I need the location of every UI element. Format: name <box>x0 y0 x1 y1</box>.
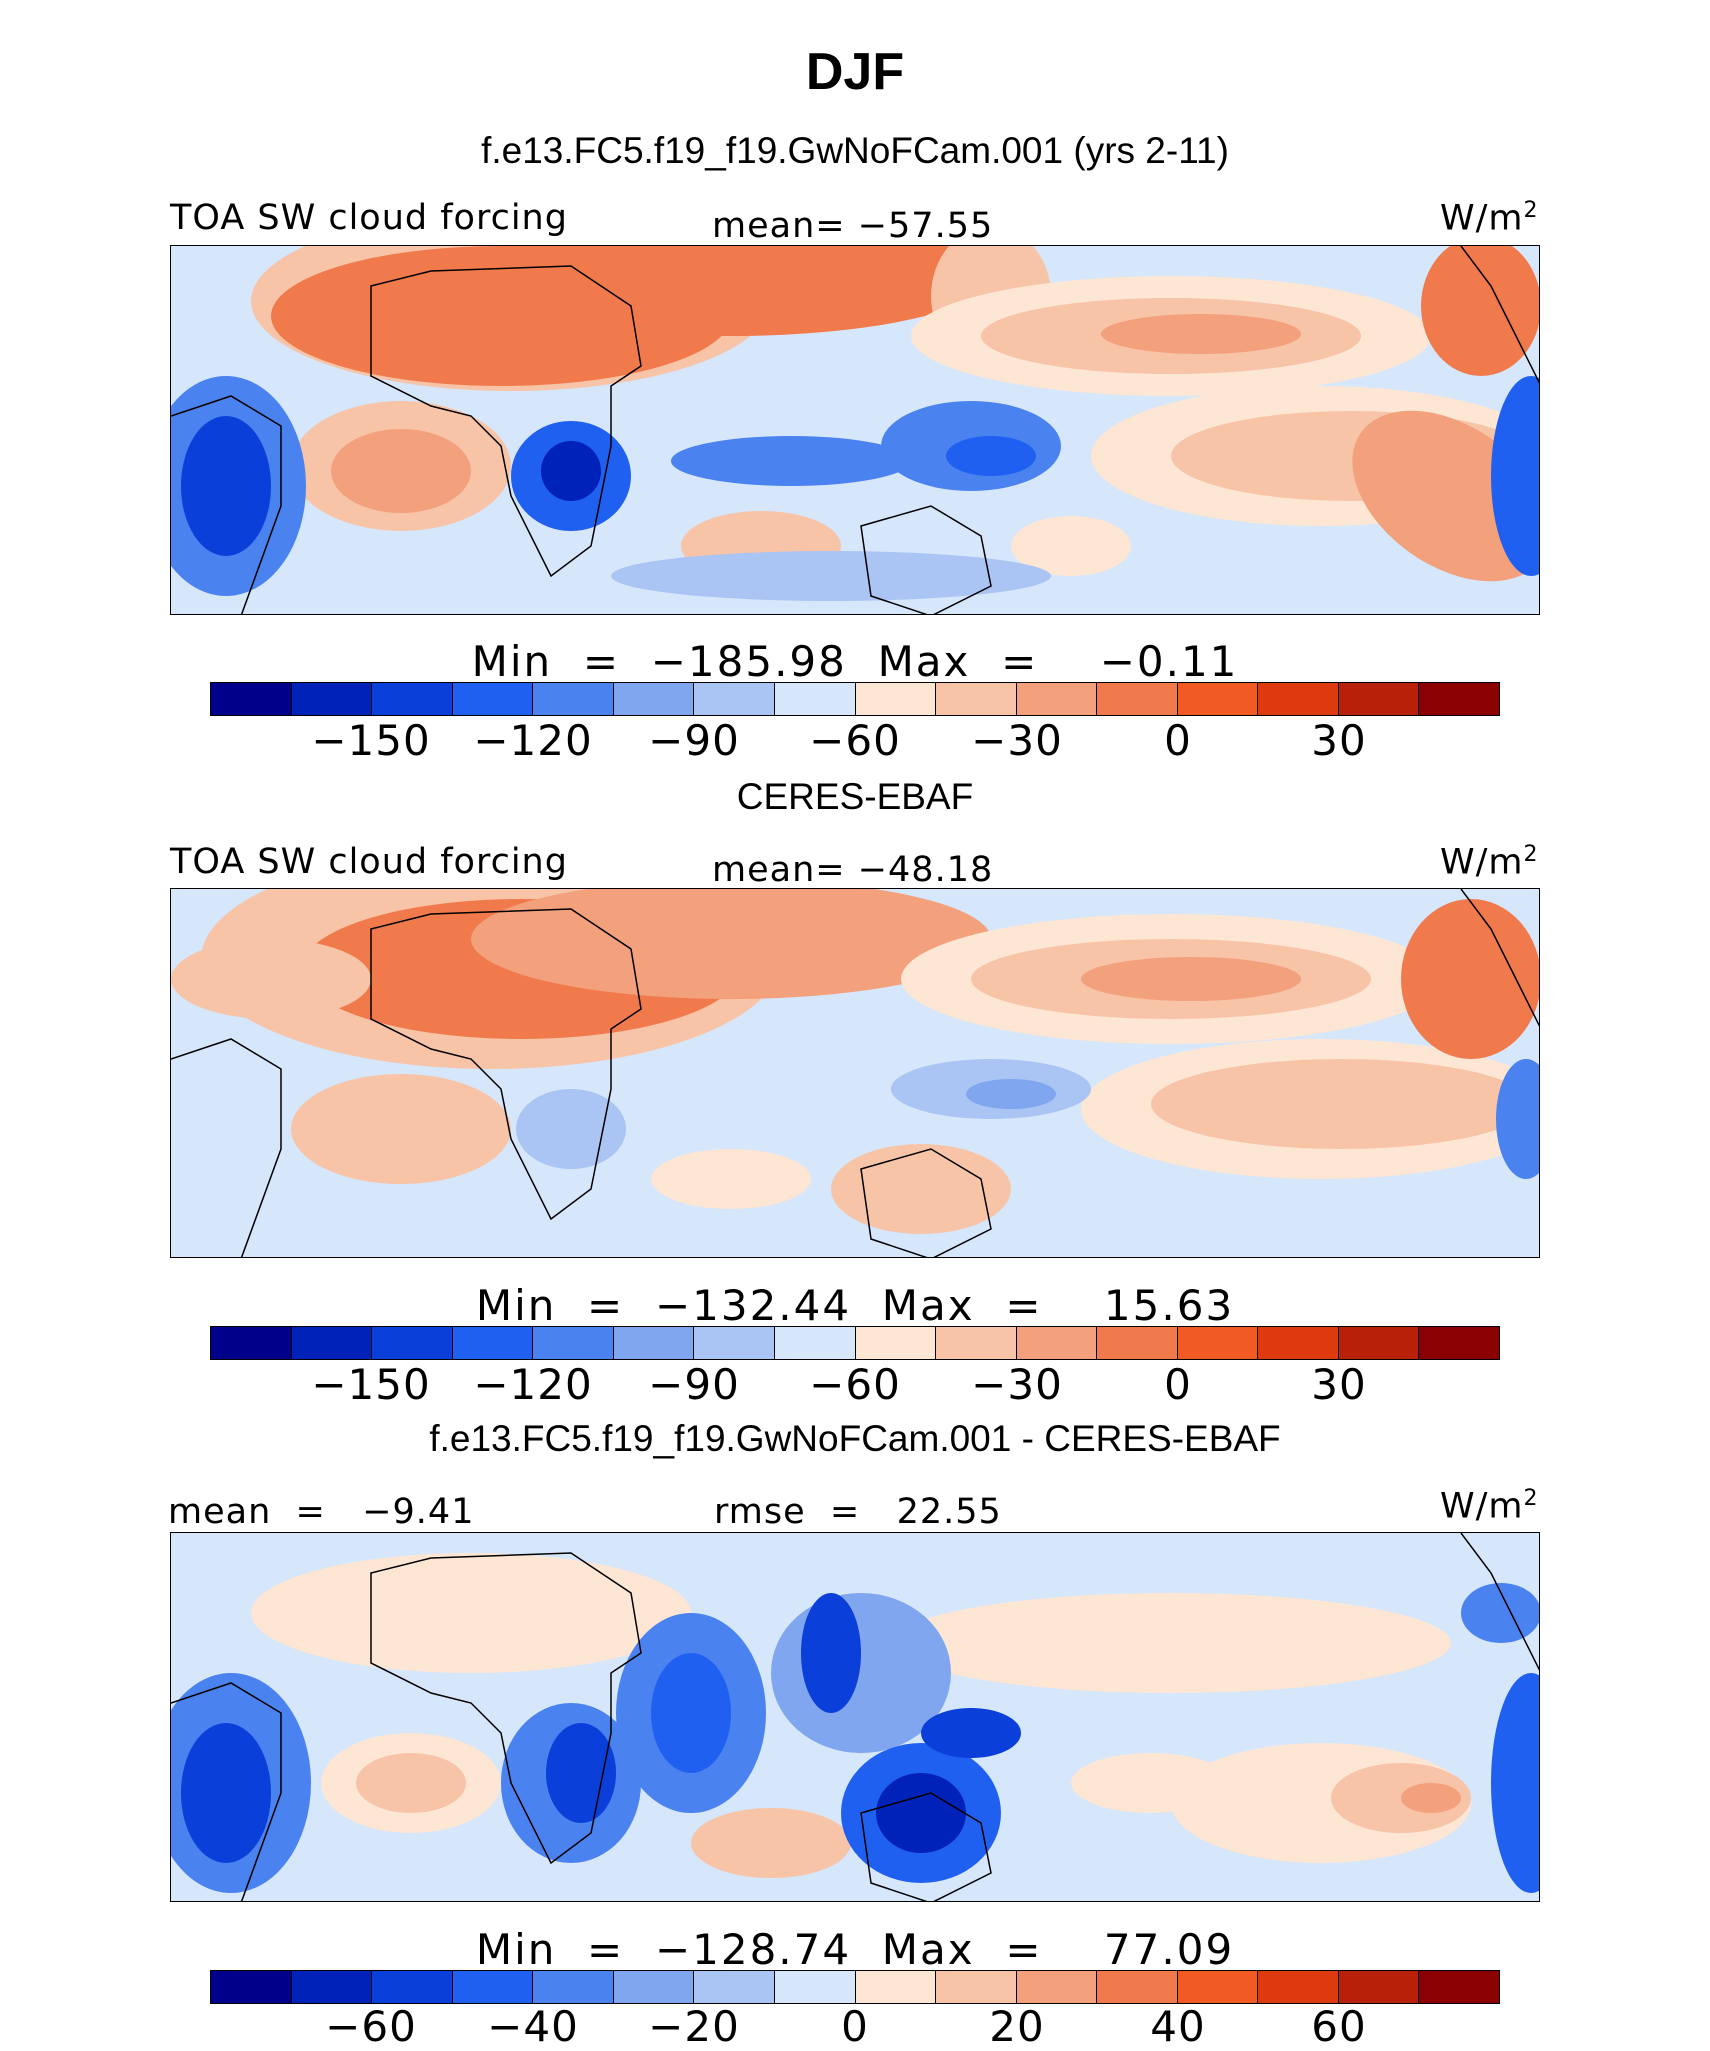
panel-1-units: W/m2 <box>1440 198 1539 239</box>
panel-1-tick: −120 <box>473 716 593 765</box>
panel-3-subtitle: f.e13.FC5.f19_f19.GwNoFCam.001 - CERES-E… <box>429 1418 1281 1459</box>
panel-3-stats: Min = −128.74 Max = 77.09 <box>475 1925 1235 1974</box>
panel-3-tick: 20 <box>989 2002 1045 2051</box>
panel-3-tick: −60 <box>325 2002 417 2051</box>
panel-3-tick: −20 <box>648 2002 740 2051</box>
panel-3-units: W/m2 <box>1440 1486 1539 1527</box>
panel-1-variable-label: TOA SW cloud forcing <box>170 198 568 238</box>
panel-3-tick: −40 <box>487 2002 579 2051</box>
panel-1-subtitle: f.e13.FC5.f19_f19.GwNoFCam.001 (yrs 2-11… <box>481 130 1229 171</box>
panel-2-stats: Min = −132.44 Max = 15.63 <box>475 1281 1235 1330</box>
panel-1-mean-label: mean= −57.55 <box>712 206 994 246</box>
panel-2-units: W/m2 <box>1440 842 1539 883</box>
panel-3-mean-label: mean = −9.41 <box>168 1492 475 1532</box>
panel-1-map <box>170 245 1540 615</box>
panel-3-colorbar <box>210 1970 1500 2004</box>
panel-2-tick: −60 <box>809 1360 901 1409</box>
panel-3-rmse-label: rmse = 22.55 <box>714 1492 1002 1532</box>
panel-2-tick: 30 <box>1311 1360 1367 1409</box>
panel-2-tick: 0 <box>1164 1360 1192 1409</box>
panel-1-colorbar <box>210 682 1500 716</box>
panel-2-map <box>170 888 1540 1258</box>
panel-2-tick: −150 <box>311 1360 431 1409</box>
panel-2-colorbar <box>210 1326 1500 1360</box>
panel-2-tick: −30 <box>971 1360 1063 1409</box>
panel-3-tick: 60 <box>1311 2002 1367 2051</box>
panel-1-tick: 30 <box>1311 716 1367 765</box>
panel-2-tick: −90 <box>648 1360 740 1409</box>
panel-3-map <box>170 1532 1540 1902</box>
panel-2-variable-label: TOA SW cloud forcing <box>170 842 568 882</box>
panel-1-tick: −30 <box>971 716 1063 765</box>
panel-1-tick: 0 <box>1164 716 1192 765</box>
panel-1-tick: −90 <box>648 716 740 765</box>
figure-title: DJF <box>805 43 905 101</box>
panel-1-tick: −150 <box>311 716 431 765</box>
panel-1-stats: Min = −185.98 Max = −0.11 <box>471 637 1239 686</box>
panel-1-tick: −60 <box>809 716 901 765</box>
panel-3-tick: 0 <box>841 2002 869 2051</box>
panel-2-tick: −120 <box>473 1360 593 1409</box>
panel-2-subtitle: CERES-EBAF <box>736 776 974 817</box>
panel-2-mean-label: mean= −48.18 <box>712 850 994 890</box>
panel-3-tick: 40 <box>1150 2002 1206 2051</box>
